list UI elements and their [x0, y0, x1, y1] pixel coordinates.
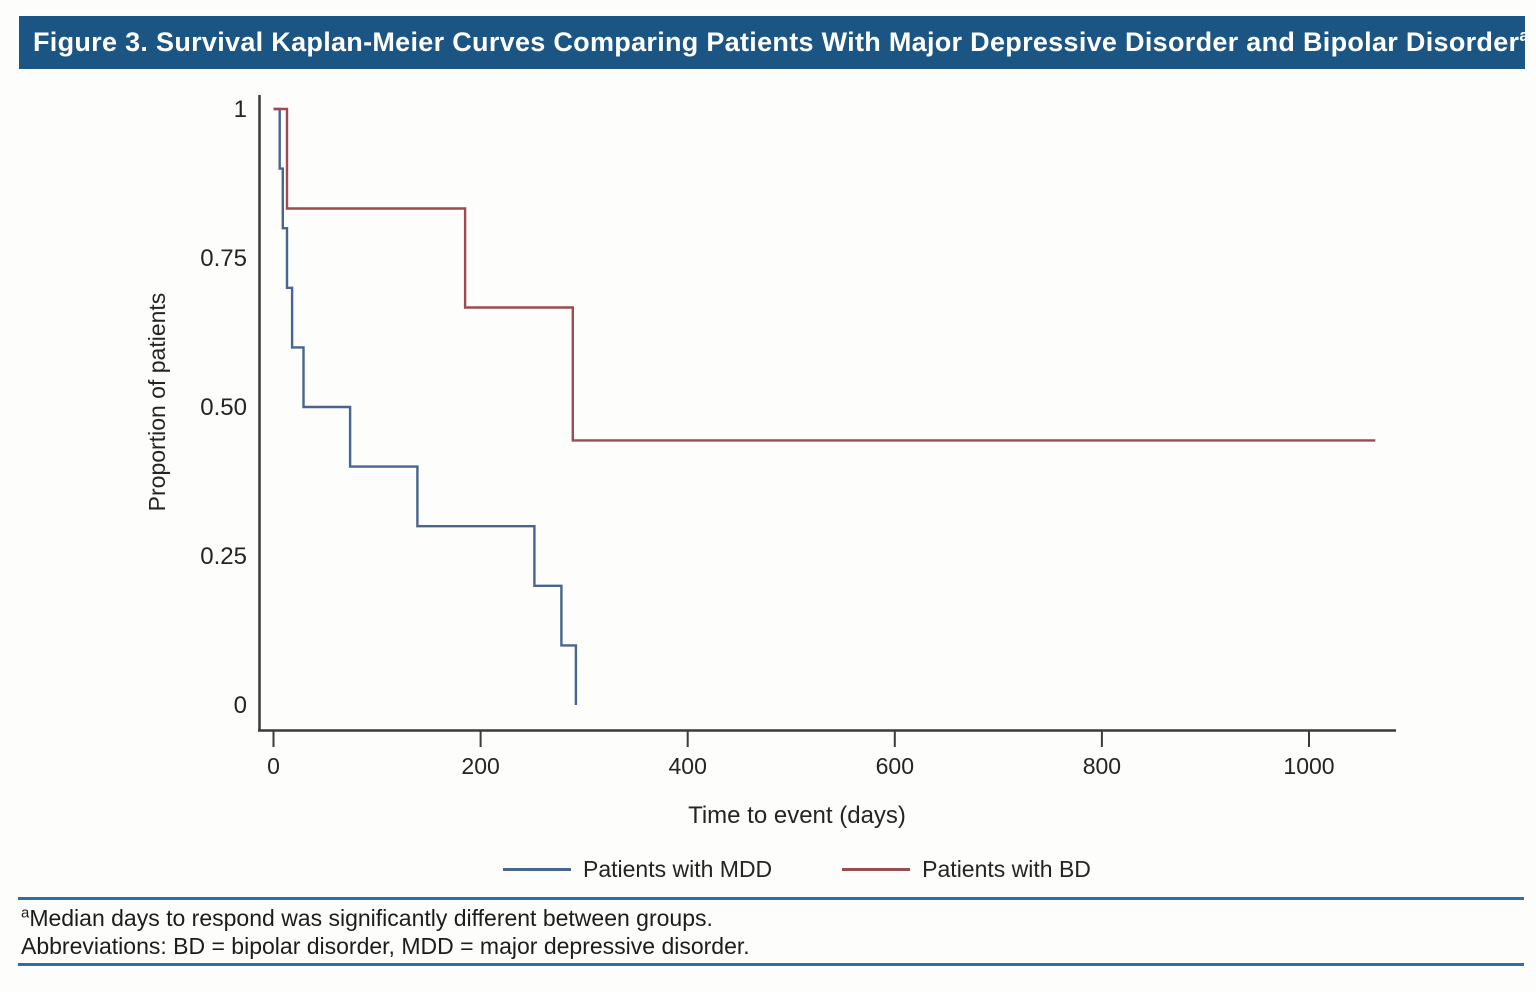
footnote-superscript: a: [21, 904, 30, 922]
mdd-survival-curve: [273, 107, 578, 705]
y-tick-label: 0.25: [200, 543, 247, 570]
footnote-abbreviations-text: Abbreviations: BD = bipolar disorder, MD…: [21, 933, 750, 959]
x-axis-ticks: 0 200 400 600 800 1000: [267, 731, 1335, 779]
legend-item-mdd: Patients with MDD: [503, 856, 772, 883]
footnote-significance: aMedian days to respond was significantl…: [21, 904, 1524, 932]
chart-legend: Patients with MDD Patients with BD: [503, 856, 1091, 882]
x-tick-label: 200: [461, 753, 499, 779]
x-tick-label: 1000: [1283, 753, 1334, 779]
axes: [258, 95, 1396, 732]
figure-title: Figure 3. Survival Kaplan-Meier Curves C…: [33, 27, 1529, 58]
mdd-line-swatch: [503, 867, 571, 871]
y-tick-label: 0: [234, 692, 247, 719]
x-tick-label: 600: [876, 753, 914, 779]
bd-line-swatch: [842, 867, 911, 871]
y-axis-ticks: 1 0.75 0.50 0.25 0: [200, 96, 247, 719]
x-axis-title: Time to event (days): [688, 802, 906, 829]
footnote-significance-text: Median days to respond was significantly…: [29, 905, 713, 931]
x-tick-label: 400: [669, 753, 707, 779]
y-tick-label: 1: [234, 96, 247, 123]
legend-item-bd: Patients with BD: [842, 856, 1091, 883]
bd-survival-curve: [273, 107, 1376, 442]
survival-curves: [273, 107, 1376, 705]
footnote-block: aMedian days to respond was significantl…: [18, 897, 1524, 966]
y-tick-label: 0.50: [200, 394, 247, 421]
legend-label-mdd: Patients with MDD: [583, 855, 773, 882]
y-axis-title: Proportion of patients: [144, 293, 170, 512]
figure-title-text: Figure 3. Survival Kaplan-Meier Curves C…: [33, 27, 1520, 57]
figure-title-superscript: a: [1519, 26, 1529, 45]
footnote-abbreviations: Abbreviations: BD = bipolar disorder, MD…: [21, 932, 1524, 960]
figure-title-bar: Figure 3. Survival Kaplan-Meier Curves C…: [19, 16, 1529, 69]
x-tick-label: 800: [1083, 753, 1121, 779]
legend-label-bd: Patients with BD: [922, 855, 1091, 882]
y-tick-label: 0.75: [200, 245, 247, 272]
x-tick-label: 0: [267, 753, 280, 779]
